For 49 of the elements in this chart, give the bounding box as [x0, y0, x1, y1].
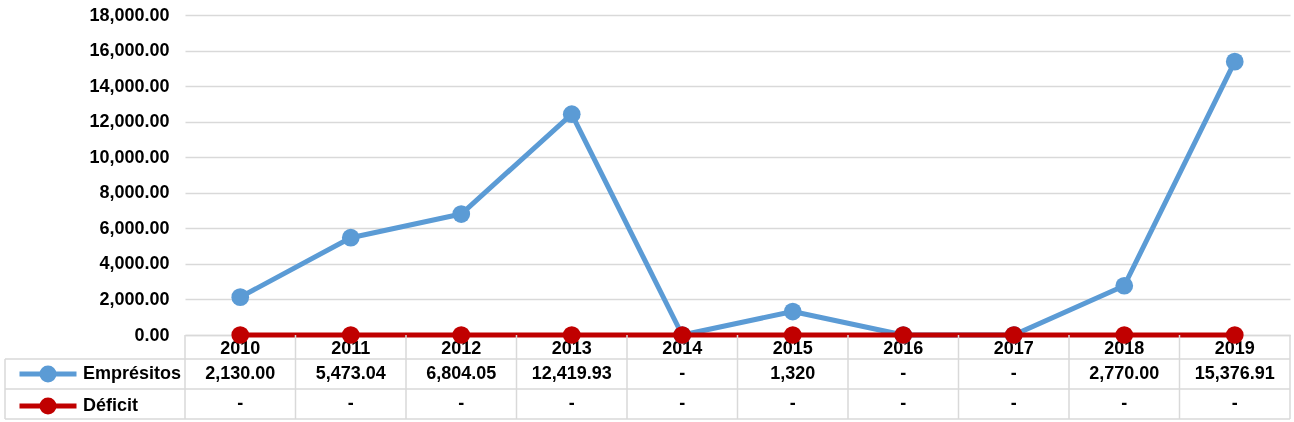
x-tick-label: 2018	[1104, 337, 1145, 358]
y-tick-label: 14,000.00	[89, 75, 170, 96]
data-label: 2,130.00	[205, 363, 276, 383]
y-tick-label: 2,000.00	[99, 288, 170, 309]
data-label: 1,320	[770, 363, 816, 383]
data-label: -	[1231, 393, 1238, 413]
x-tick-label: 2016	[883, 337, 924, 358]
data-label: 2,770.00	[1089, 363, 1160, 383]
y-tick-label: 0.00	[134, 324, 170, 345]
x-tick-label: 2017	[993, 337, 1034, 358]
y-tick-label: 12,000.00	[89, 111, 170, 132]
x-tick-label: 2015	[772, 337, 813, 358]
point	[1225, 52, 1244, 71]
data-label: -	[1010, 363, 1017, 383]
y-tick-label: 18,000.00	[89, 4, 170, 25]
data-label: -	[789, 393, 796, 413]
y-tick-label: 4,000.00	[99, 253, 170, 274]
point	[562, 105, 581, 124]
data-label: -	[679, 363, 686, 383]
point	[783, 302, 802, 321]
y-tick-label: 8,000.00	[99, 182, 170, 203]
data-label: -	[568, 393, 575, 413]
data-label: 6,804.05	[426, 363, 497, 383]
x-tick-label: 2012	[441, 337, 482, 358]
data-label: -	[679, 393, 686, 413]
x-tick-label: 2014	[662, 337, 703, 358]
data-label: -	[1121, 393, 1128, 413]
y-tick-label: 10,000.00	[89, 146, 170, 167]
x-tick-label: 2019	[1214, 337, 1255, 358]
point	[452, 205, 471, 223]
point	[341, 228, 360, 247]
data-label: -	[458, 393, 465, 413]
data-label: -	[900, 363, 907, 383]
y-tick-label: 6,000.00	[99, 217, 170, 238]
point	[1115, 276, 1134, 295]
x-tick-label: 2011	[331, 337, 371, 358]
data-label: -	[1010, 393, 1017, 413]
data-label: 12,419.93	[531, 363, 612, 383]
point	[231, 288, 250, 306]
legend-label: Déficit	[83, 395, 139, 415]
data-label: -	[347, 393, 354, 413]
data-label: 5,473.04	[315, 363, 386, 383]
data-label: 15,376.91	[1194, 363, 1275, 383]
x-tick-label: 2013	[551, 337, 592, 358]
x-tick-label: 2010	[220, 337, 261, 358]
legend-label: Emprésitos	[83, 363, 182, 383]
data-label: -	[237, 393, 244, 413]
y-tick-label: 16,000.00	[89, 40, 170, 61]
data-label: -	[900, 393, 907, 413]
